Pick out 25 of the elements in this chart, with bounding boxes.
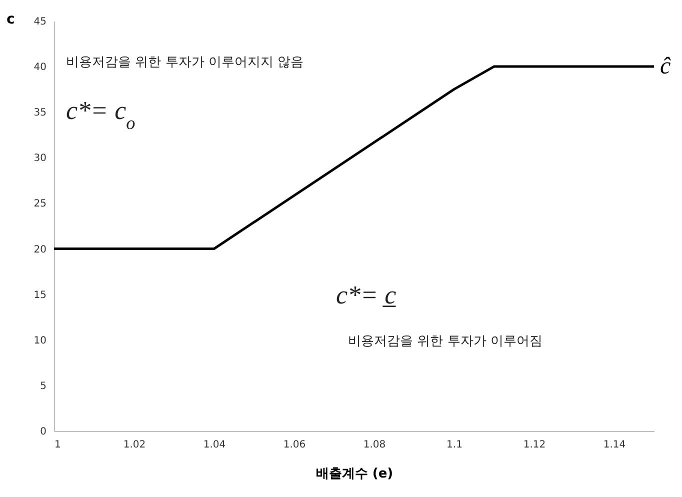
y-tick-label: 15 xyxy=(34,290,46,301)
y-tick-label: 20 xyxy=(34,244,46,256)
y-tick-label: 25 xyxy=(34,198,46,210)
y-tick-label: 40 xyxy=(34,62,46,74)
x-tick-label: 1.02 xyxy=(123,440,146,450)
annotation: c*= c$_{o}$ xyxy=(66,96,136,134)
x-tick-label: 1.12 xyxy=(523,440,546,450)
y-tick-label: 0 xyxy=(40,426,46,438)
x-axis-title: 배출계수 (e) xyxy=(316,466,394,482)
x-tick-label: 1 xyxy=(54,440,61,450)
y-tick-label: 10 xyxy=(34,335,46,346)
x-tick-label: 1.04 xyxy=(203,440,226,450)
y-tick-label: 5 xyxy=(40,380,46,392)
x-tick-label: 1.14 xyxy=(603,440,626,450)
x-tick-label: 1.06 xyxy=(283,440,306,450)
annotation: c*= c̲ xyxy=(336,280,397,310)
annotation: ĉ xyxy=(660,54,671,80)
y-tick-label: 35 xyxy=(34,108,46,119)
y-axis-title: c xyxy=(6,12,15,28)
x-tick-label: 1.1 xyxy=(446,440,462,450)
y-tick-label: 30 xyxy=(34,153,46,164)
x-tick-label: 1.08 xyxy=(363,440,386,450)
annotation: 비용저감을 위한 투자가 이루어지지 않음 xyxy=(66,55,304,70)
annotation: 비용저감을 위한 투자가 이루어짐 xyxy=(348,334,542,349)
y-tick-label: 45 xyxy=(34,16,46,28)
